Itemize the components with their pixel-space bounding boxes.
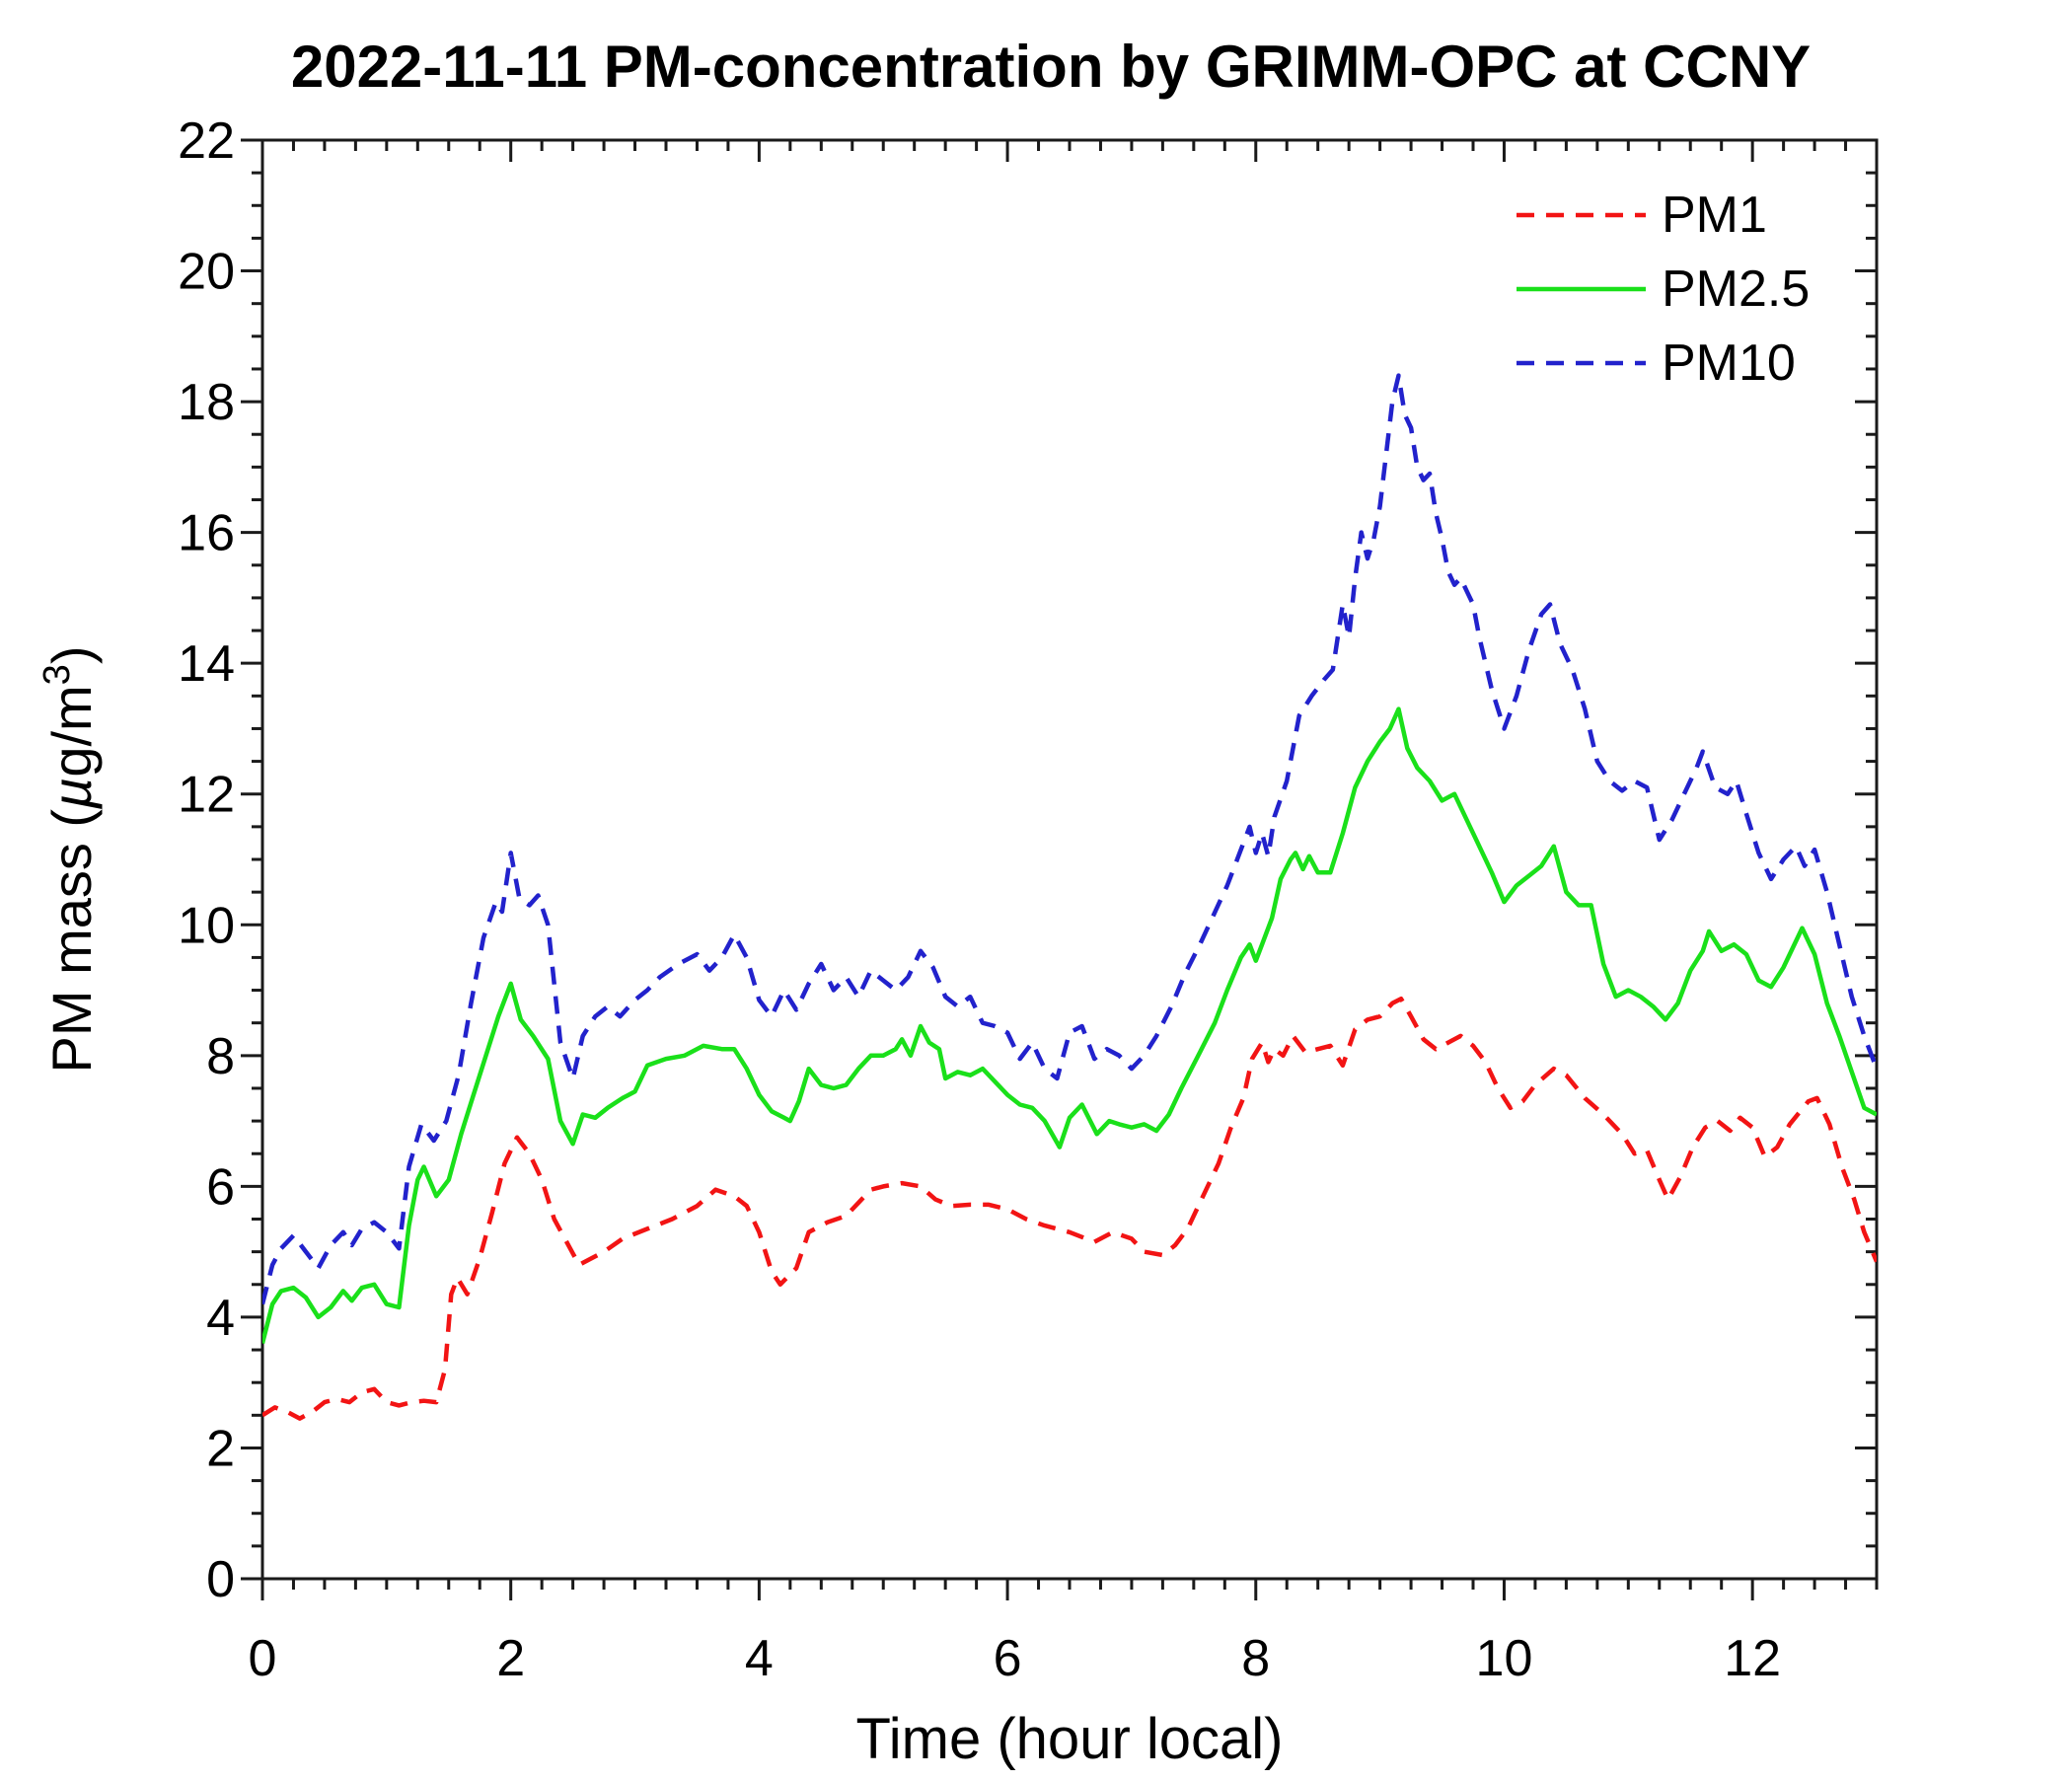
x-tick-label: 6 (994, 1630, 1022, 1687)
legend: PM1 PM2.5 PM10 (1517, 186, 1810, 392)
legend-label-pm2p5: PM2.5 (1662, 260, 1810, 318)
y-tick-label: 20 (178, 244, 235, 301)
x-tick-label: 2 (496, 1630, 525, 1687)
x-tick-label: 12 (1724, 1630, 1781, 1687)
legend-entry-pm10: PM10 (1517, 334, 1796, 392)
y-tick-label: 4 (206, 1290, 235, 1347)
y-tick-label: 6 (206, 1158, 235, 1216)
x-tick-label: 10 (1476, 1630, 1533, 1687)
y-axis-label: PM mass (µg/m3) (37, 646, 103, 1074)
legend-entry-pm1: PM1 (1517, 186, 1767, 244)
chart-title: 2022-11-11 PM-concentration by GRIMM-OPC… (291, 34, 1811, 100)
legend-entry-pm2p5: PM2.5 (1517, 260, 1810, 318)
y-tick-label: 18 (178, 374, 235, 431)
y-tick-label: 0 (206, 1551, 235, 1608)
x-tick-label: 4 (745, 1630, 774, 1687)
legend-label-pm10: PM10 (1662, 334, 1796, 392)
y-tick-label: 10 (178, 897, 235, 954)
tick-labels: 0 2 4 6 8 10 12 0 2 4 6 8 10 12 14 16 18 20 22 (178, 112, 1781, 1687)
x-tick-label: 8 (1241, 1630, 1270, 1687)
x-axis-label: Time (hour local) (856, 1707, 1284, 1771)
data-series (262, 373, 1877, 1421)
y-tick-label: 12 (178, 767, 235, 824)
series-pm2p5 (262, 706, 1877, 1344)
y-tick-label: 8 (206, 1028, 235, 1085)
y-tick-label: 14 (178, 635, 235, 693)
x-tick-label: 0 (249, 1630, 277, 1687)
series-pm1 (262, 996, 1877, 1421)
y-tick-label: 16 (178, 505, 235, 562)
y-tick-label: 2 (206, 1420, 235, 1477)
legend-label-pm1: PM1 (1662, 186, 1767, 244)
y-tick-label: 22 (178, 112, 235, 170)
series-pm10 (262, 373, 1877, 1305)
axes (241, 138, 1879, 1600)
